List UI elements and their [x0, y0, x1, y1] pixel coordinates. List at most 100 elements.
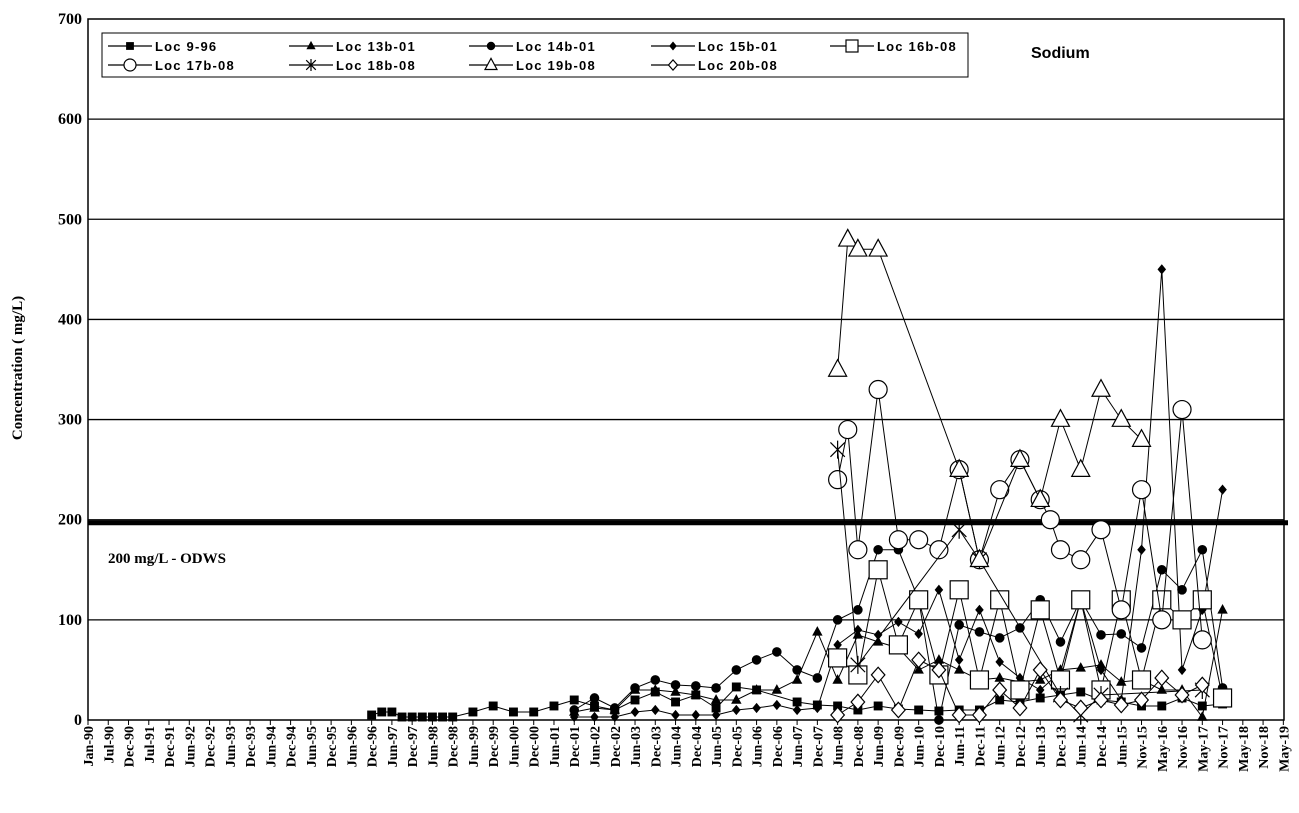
data-point: [931, 661, 947, 679]
x-tick-label: Jun-99: [467, 726, 482, 767]
data-point: [1137, 544, 1146, 555]
y-tick-label: 600: [58, 111, 82, 128]
data-point: [1076, 687, 1086, 697]
data-point: [969, 670, 990, 690]
data-point: [1035, 674, 1046, 684]
x-tick-label: Jun-93: [224, 726, 239, 767]
legend-marker: [667, 58, 679, 72]
data-point: [438, 712, 448, 722]
series-line: [837, 238, 1142, 562]
data-point: [488, 701, 498, 711]
data-point: [969, 548, 990, 568]
x-tick-label: Jun-96: [345, 726, 360, 767]
data-point: [772, 647, 782, 657]
legend-box: [101, 32, 969, 78]
y-tick-label: 300: [58, 412, 82, 429]
x-tick-label: Nov-16: [1176, 726, 1191, 769]
legend-label: Loc 13b-01: [336, 39, 416, 54]
data-point: [827, 358, 848, 377]
data-point: [589, 702, 600, 712]
x-tick-label: Jun-06: [751, 726, 766, 767]
data-point: [853, 605, 863, 615]
data-point: [630, 695, 640, 705]
legend-item: Loc 17b-08: [108, 58, 235, 73]
data-point: [731, 682, 741, 692]
data-point: [913, 664, 924, 674]
data-point: [1133, 691, 1150, 709]
data-point: [1111, 408, 1132, 427]
data-point: [630, 706, 640, 718]
data-point: [1050, 408, 1071, 427]
data-point: [990, 590, 1010, 610]
data-point: [610, 711, 620, 723]
data-point: [690, 681, 701, 691]
x-tick-label: Dec-93: [244, 726, 259, 767]
data-point: [949, 458, 970, 477]
data-point: [1197, 544, 1208, 555]
x-tick-label: Dec-01: [568, 726, 583, 767]
data-point: [1212, 688, 1233, 708]
legend-marker: [483, 57, 499, 71]
x-tick-label: Dec-10: [933, 726, 948, 767]
data-point: [1090, 378, 1112, 397]
x-tick-label: Jun-09: [872, 726, 887, 767]
data-point: [711, 709, 721, 721]
x-tick-label: May-17: [1196, 726, 1211, 772]
y-axis-label: Concentration ( mg/L): [10, 296, 26, 440]
data-point: [868, 560, 888, 580]
data-point: [1177, 585, 1187, 595]
x-tick-label: Dec-95: [325, 726, 340, 767]
data-point: [792, 704, 802, 716]
data-point: [751, 655, 762, 665]
data-point: [850, 693, 866, 711]
legend-item: Loc 13b-01: [289, 39, 416, 54]
data-point: [1217, 604, 1228, 614]
data-point: [1010, 680, 1030, 700]
x-tick-label: Nov-17: [1217, 726, 1232, 769]
x-tick-label: Jan-90: [82, 726, 97, 766]
data-point: [828, 470, 848, 490]
x-tick-label: Dec-04: [690, 726, 705, 767]
gridlines: [88, 118, 1284, 621]
data-point: [417, 712, 427, 722]
data-point: [1156, 684, 1167, 694]
data-point: [873, 629, 883, 641]
data-point: [1156, 564, 1167, 575]
x-tick-label: Dec-11: [973, 726, 988, 766]
data-point: [994, 672, 1005, 682]
x-tick-label: Jun-14: [1075, 726, 1090, 767]
data-point: [771, 684, 783, 694]
legend-label: Loc 17b-08: [155, 58, 235, 73]
x-tick-label: Jun-05: [710, 726, 725, 767]
series-loc-14b-01: [569, 544, 1228, 725]
data-point: [929, 540, 949, 560]
data-point: [1136, 643, 1147, 653]
data-point: [934, 584, 944, 595]
data-point: [1197, 701, 1207, 711]
series-line: [371, 686, 1223, 718]
x-tick-label: Jun-97: [386, 726, 401, 767]
data-point: [894, 616, 903, 627]
x-tick-label: Dec-96: [366, 726, 381, 767]
x-tick-label: Dec-90: [123, 726, 138, 767]
data-point: [911, 651, 927, 669]
data-point: [909, 590, 929, 610]
legend-marker: [305, 59, 317, 71]
legend-item: Loc 20b-08: [651, 58, 777, 73]
data-point: [1154, 669, 1170, 687]
x-tick-label: Dec-99: [487, 726, 502, 767]
data-point: [853, 624, 863, 636]
data-point: [1012, 699, 1028, 717]
data-point: [1131, 480, 1152, 500]
x-tick-label: Jun-01: [548, 726, 563, 767]
x-tick-label: Jun-15: [1115, 726, 1130, 767]
legend-item: Loc 18b-08: [289, 58, 415, 73]
data-point: [448, 712, 458, 722]
legend-label: Loc 16b-08: [877, 39, 957, 54]
data-point: [1032, 661, 1048, 679]
data-point: [1070, 458, 1091, 477]
x-tick-label: Dec-97: [406, 726, 421, 767]
data-point: [888, 635, 909, 655]
x-tick-label: Dec-14: [1095, 726, 1110, 767]
x-tick-label: Dec-91: [163, 726, 178, 767]
